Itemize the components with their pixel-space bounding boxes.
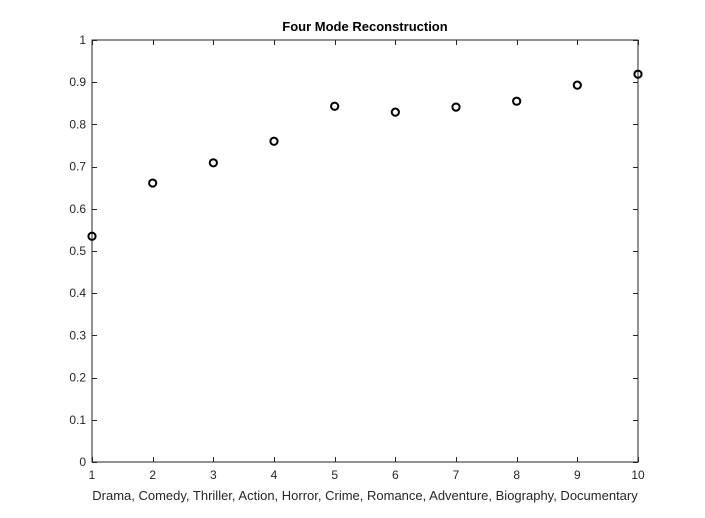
x-tick-label: 2 <box>149 468 156 482</box>
y-tick-label: 0.2 <box>69 371 86 385</box>
y-tick-label: 0.4 <box>69 286 86 300</box>
data-point <box>87 231 97 241</box>
x-tick-label: 9 <box>574 468 581 482</box>
data-point <box>451 102 461 112</box>
y-tick-label: 0.9 <box>69 75 86 89</box>
y-tick-label: 0 <box>79 455 86 469</box>
y-tick-label: 0.7 <box>69 160 86 174</box>
x-axis-label: Drama, Comedy, Thriller, Action, Horror,… <box>92 488 638 503</box>
y-tick-label: 0.1 <box>69 413 86 427</box>
chart-title: Four Mode Reconstruction <box>282 19 447 34</box>
x-tick-label: 4 <box>271 468 278 482</box>
y-axis-ticks: 0 0.1 0.2 0.3 0.4 0.5 0.6 0.7 0.8 0.9 1 <box>69 33 638 469</box>
x-tick-label: 10 <box>631 468 645 482</box>
x-tick-label: 5 <box>331 468 338 482</box>
y-tick-label: 0.5 <box>69 244 86 258</box>
y-tick-label: 0.3 <box>69 328 86 342</box>
y-tick-label: 0.8 <box>69 117 86 131</box>
data-point <box>633 69 643 79</box>
x-tick-label: 1 <box>89 468 96 482</box>
data-points <box>87 69 643 241</box>
x-tick-label: 8 <box>513 468 520 482</box>
data-point <box>572 80 582 90</box>
y-tick-label: 0.6 <box>69 202 86 216</box>
y-tick-label: 1 <box>79 33 86 47</box>
data-point <box>148 178 158 188</box>
x-axis-ticks: 1 2 3 4 5 6 7 8 9 10 <box>89 40 645 482</box>
data-point <box>330 101 340 111</box>
x-tick-label: 3 <box>210 468 217 482</box>
data-point <box>512 96 522 106</box>
x-tick-label: 7 <box>453 468 460 482</box>
data-point <box>208 158 218 168</box>
data-point <box>390 107 400 117</box>
plot-background <box>92 40 638 462</box>
x-tick-label: 6 <box>392 468 399 482</box>
data-point <box>269 136 279 146</box>
